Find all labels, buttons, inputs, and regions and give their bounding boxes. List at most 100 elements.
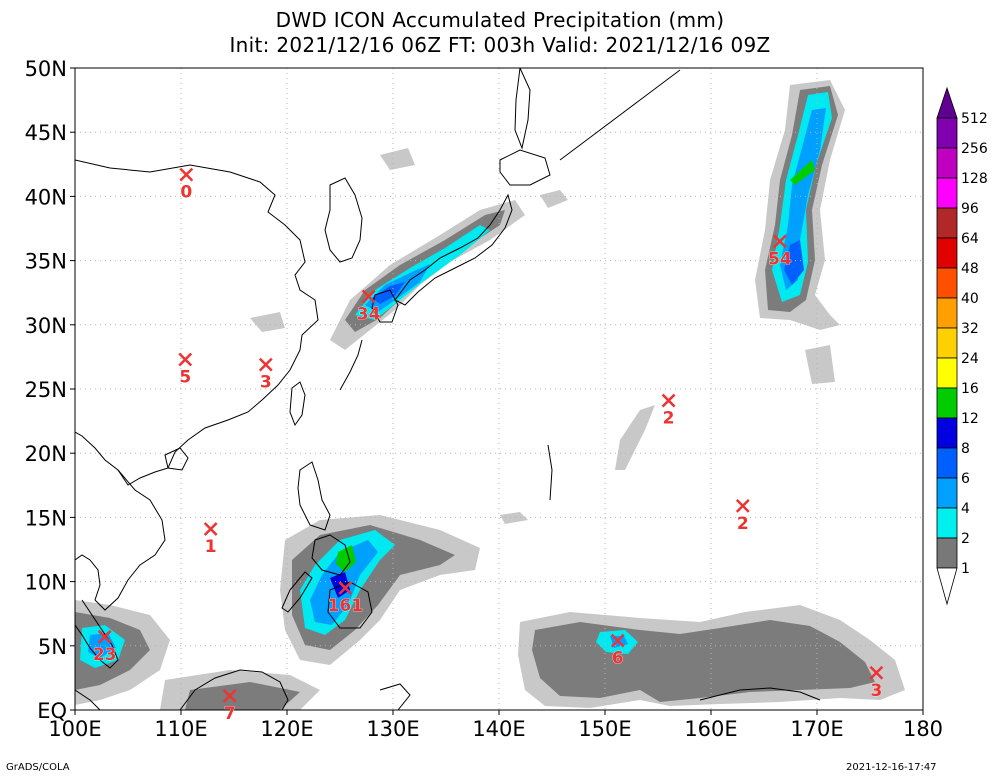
x-tick-label: 140E	[472, 717, 525, 741]
colorbar-label: 64	[961, 231, 979, 247]
colorbar-box	[936, 177, 958, 209]
precip-area-npac-16mm	[790, 160, 815, 185]
marker-label: 3	[870, 681, 882, 701]
marker-cross-b	[179, 167, 194, 182]
station-marker: 0	[179, 167, 194, 203]
coastline-kamchatka-kuril	[559, 69, 681, 161]
station-marker: 54	[768, 234, 792, 270]
colorbar-label: 48	[961, 261, 979, 277]
x-tick-label: 100E	[48, 717, 101, 741]
coastline-sumatra	[75, 689, 101, 710]
colorbar-label: 6	[961, 471, 970, 487]
colorbar-box	[936, 207, 958, 239]
map-title: DWD ICON Accumulated Precipitation (mm)	[275, 8, 725, 32]
coastline-palawan	[281, 571, 313, 613]
coastline-sulawesi	[379, 683, 411, 710]
marker-cross-b	[203, 522, 218, 536]
x-tick-label: 160E	[684, 717, 737, 741]
coastline-japan-kyushu	[371, 289, 399, 323]
footer-timestamp: 2021-12-16-17:47	[846, 762, 937, 773]
marker-label: 2	[737, 514, 749, 534]
y-tick-label: 45N	[25, 121, 67, 145]
colorbar-box	[936, 447, 958, 479]
colorbar-label: 96	[961, 201, 979, 217]
colorbar-label: 1	[961, 561, 970, 577]
y-tick-label: 35N	[25, 250, 67, 274]
colorbar-box	[936, 477, 958, 509]
marker-label: 54	[768, 249, 792, 269]
y-tick-label: EQ	[37, 699, 67, 723]
marker-cross-b	[735, 498, 750, 513]
marker-cross-b	[258, 357, 273, 372]
colorbar-box	[936, 237, 958, 269]
y-tick-label: 20N	[25, 442, 67, 466]
station-marker: 6	[610, 633, 625, 669]
colorbar-label: 256	[961, 141, 988, 157]
station-marker: 23	[93, 629, 117, 665]
colorbar-box	[936, 267, 958, 299]
colorbar-label: 512	[961, 111, 988, 127]
coastline-japan-honshu	[394, 193, 513, 306]
precip-area-npac-12mm	[784, 240, 804, 285]
y-tick-label: 15N	[25, 506, 67, 530]
y-tick-label: 25N	[25, 378, 67, 402]
colorbar-box	[936, 117, 958, 149]
marker-label: 7	[224, 704, 236, 724]
colorbar-label: 8	[961, 441, 970, 457]
coastline-ryukyu	[339, 339, 363, 391]
station-marker: 7	[222, 688, 237, 724]
marker-cross-b	[610, 633, 625, 648]
marker-label: 2	[663, 409, 675, 429]
precip-area-scatter-5	[380, 148, 415, 170]
marker-cross-b	[773, 234, 787, 249]
coastline-micronesia	[547, 444, 553, 501]
coastline-new-guinea-north	[699, 687, 821, 701]
precipitation-field	[75, 80, 905, 710]
colorbar-box	[936, 357, 958, 389]
colorbar-box	[936, 507, 958, 539]
colorbar-label: 128	[961, 171, 988, 187]
colorbar-box	[936, 537, 958, 569]
y-tick-label: 40N	[25, 185, 67, 209]
x-tick-label: 180	[903, 717, 943, 741]
coastline-mindanao	[327, 581, 373, 629]
colorbar-box	[936, 297, 958, 329]
coastline-japan-hokkaido	[499, 149, 551, 186]
station-marker: 2	[735, 498, 750, 534]
marker-label: 34	[357, 305, 381, 325]
station-markers: 0 34 54 5 3 2 1 2 161 23 6 3 7	[93, 167, 884, 724]
precip-area-philippines-16mm	[336, 545, 356, 572]
coastline-visayas	[311, 534, 351, 576]
precip-area-scatter-3	[500, 512, 528, 524]
colorbar-label: 2	[961, 531, 970, 547]
marker-cross-b	[222, 688, 237, 703]
precip-area-scatter-2	[615, 405, 655, 470]
colorbar-label: 32	[961, 321, 979, 337]
colorbar-box	[936, 327, 958, 359]
coastline-luzon	[297, 461, 331, 531]
y-tick-label: 50N	[25, 57, 67, 81]
y-tick-label: 5N	[38, 635, 67, 659]
marker-label: 5	[179, 367, 191, 387]
coastline-sakhalin	[514, 68, 531, 150]
coastline-malay-peninsula	[75, 599, 119, 669]
marker-cross-b	[338, 581, 353, 595]
colorbar-box	[936, 147, 958, 179]
marker-cross-b	[97, 629, 112, 644]
marker-cross-b	[361, 289, 376, 304]
colorbar-bottom-triangle	[936, 567, 958, 606]
colorbar-top-triangle	[936, 86, 958, 119]
colorbar-label: 4	[961, 501, 970, 517]
station-marker: 3	[869, 665, 884, 701]
precip-area-philippines-24mm	[330, 572, 350, 598]
x-tick-label: 120E	[260, 717, 313, 741]
footer-credit: GrADS/COLA	[6, 762, 70, 773]
marker-label: 3	[260, 373, 272, 393]
precip-area-borneo-2mm	[185, 682, 300, 710]
x-tick-label: 150E	[578, 717, 631, 741]
marker-label: 1	[205, 537, 217, 557]
x-tick-label: 130E	[366, 717, 419, 741]
colorbar-label: 16	[961, 381, 979, 397]
